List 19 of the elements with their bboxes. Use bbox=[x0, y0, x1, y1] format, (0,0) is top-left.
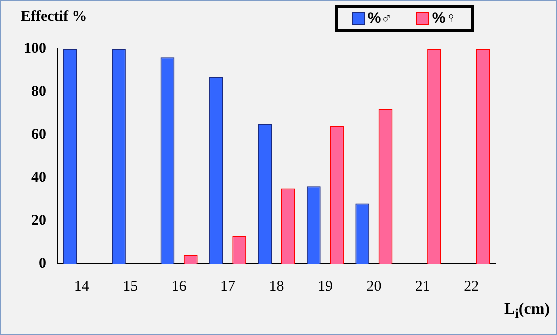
x-tick-label: 21 bbox=[415, 278, 430, 295]
y-tick-label: 60 bbox=[32, 126, 46, 143]
y-tick-label: 20 bbox=[32, 212, 46, 229]
y-tick-label: 40 bbox=[32, 170, 46, 186]
x-axis-title: L$_{i}$(cm) bbox=[504, 301, 550, 322]
y-tick-label: 0 bbox=[39, 256, 46, 272]
x-tick-label: 17 bbox=[220, 278, 236, 295]
legend-label: %♂ bbox=[368, 10, 392, 27]
x-tick-label: 19 bbox=[318, 278, 333, 295]
y-axis-title: Effectif % bbox=[21, 9, 88, 26]
x-tick-label: 16 bbox=[172, 278, 188, 295]
x-tick-label: 20 bbox=[366, 278, 382, 295]
y-tick-label: 80 bbox=[32, 84, 46, 100]
x-tick-label: 14 bbox=[74, 278, 90, 295]
x-tick-label: 22 bbox=[464, 278, 480, 295]
legend-label: %♀ bbox=[432, 10, 457, 27]
y-tick-label: 100 bbox=[24, 40, 46, 57]
x-tick-label: 15 bbox=[123, 278, 138, 295]
x-tick-label: 18 bbox=[269, 278, 284, 295]
